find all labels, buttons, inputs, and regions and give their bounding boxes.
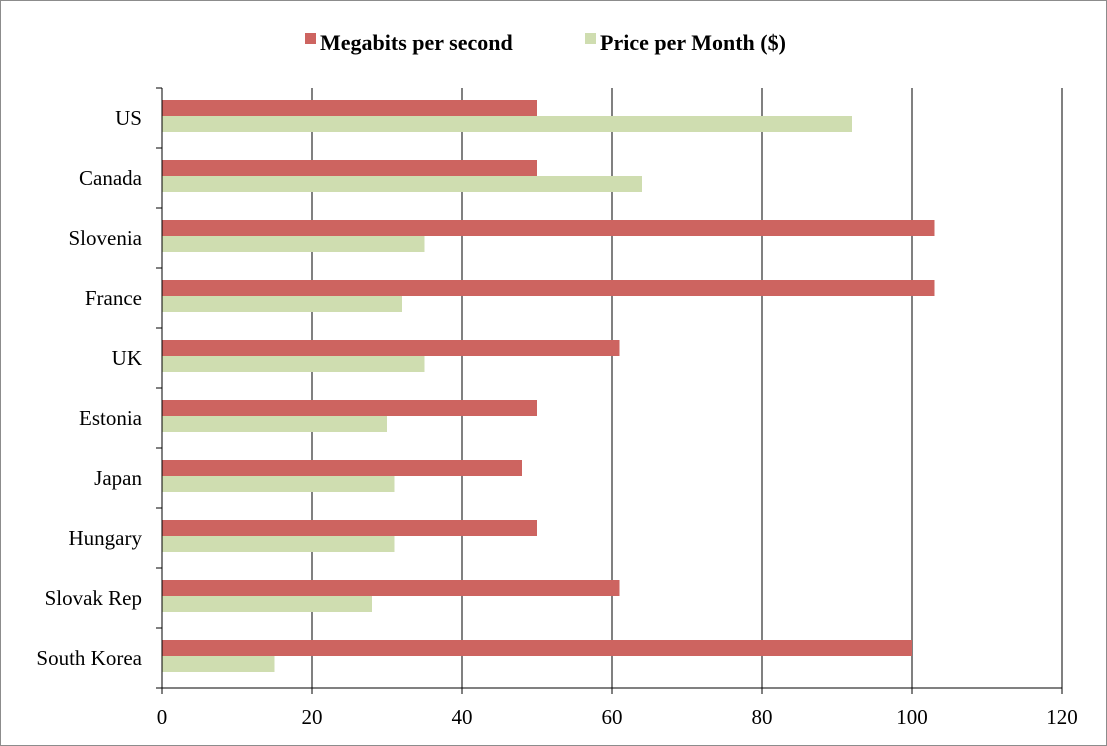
bar-price-hungary (162, 536, 395, 552)
category-label-canada: Canada (79, 166, 143, 190)
x-tick-label-40: 40 (452, 705, 473, 729)
bars (162, 100, 935, 672)
bar-price-us (162, 116, 852, 132)
bar-megabits-us (162, 100, 537, 116)
x-tick-label-20: 20 (302, 705, 323, 729)
legend-label-price: Price per Month ($) (600, 30, 786, 55)
legend-swatch-megabits (305, 33, 316, 44)
x-tick-label-120: 120 (1046, 705, 1078, 729)
legend-swatch-price (585, 33, 596, 44)
tick-labels: 0 20 40 60 80 100 120 (157, 705, 1078, 729)
x-tick-label-0: 0 (157, 705, 168, 729)
category-label-japan: Japan (94, 466, 142, 490)
axes (156, 87, 1063, 694)
category-label-uk: UK (112, 346, 142, 370)
category-label-south-korea: South Korea (36, 646, 142, 670)
bar-megabits-hungary (162, 520, 537, 536)
bar-megabits-canada (162, 160, 537, 176)
bar-megabits-uk (162, 340, 620, 356)
category-label-slovak-rep: Slovak Rep (45, 586, 142, 610)
category-label-slovenia: Slovenia (69, 226, 143, 250)
bar-megabits-france (162, 280, 935, 296)
bar-megabits-japan (162, 460, 522, 476)
bar-price-slovak-rep (162, 596, 372, 612)
bar-price-south-korea (162, 656, 275, 672)
bar-megabits-slovenia (162, 220, 935, 236)
bar-price-uk (162, 356, 425, 372)
legend: Megabits per second Price per Month ($) (305, 30, 786, 55)
x-tick-label-60: 60 (602, 705, 623, 729)
bar-megabits-south-korea (162, 640, 912, 656)
category-label-hungary: Hungary (69, 526, 143, 550)
bar-price-canada (162, 176, 642, 192)
x-tick-label-80: 80 (752, 705, 773, 729)
bar-price-france (162, 296, 402, 312)
category-label-us: US (115, 106, 142, 130)
legend-label-megabits: Megabits per second (320, 30, 513, 55)
bar-megabits-estonia (162, 400, 537, 416)
bar-price-estonia (162, 416, 387, 432)
category-labels: US Canada Slovenia France UK Estonia Japan Hung… (36, 106, 142, 670)
x-tick-label-100: 100 (896, 705, 928, 729)
bar-price-slovenia (162, 236, 425, 252)
bar-megabits-slovak-rep (162, 580, 620, 596)
bar-price-japan (162, 476, 395, 492)
category-label-estonia: Estonia (79, 406, 143, 430)
category-label-france: France (85, 286, 142, 310)
